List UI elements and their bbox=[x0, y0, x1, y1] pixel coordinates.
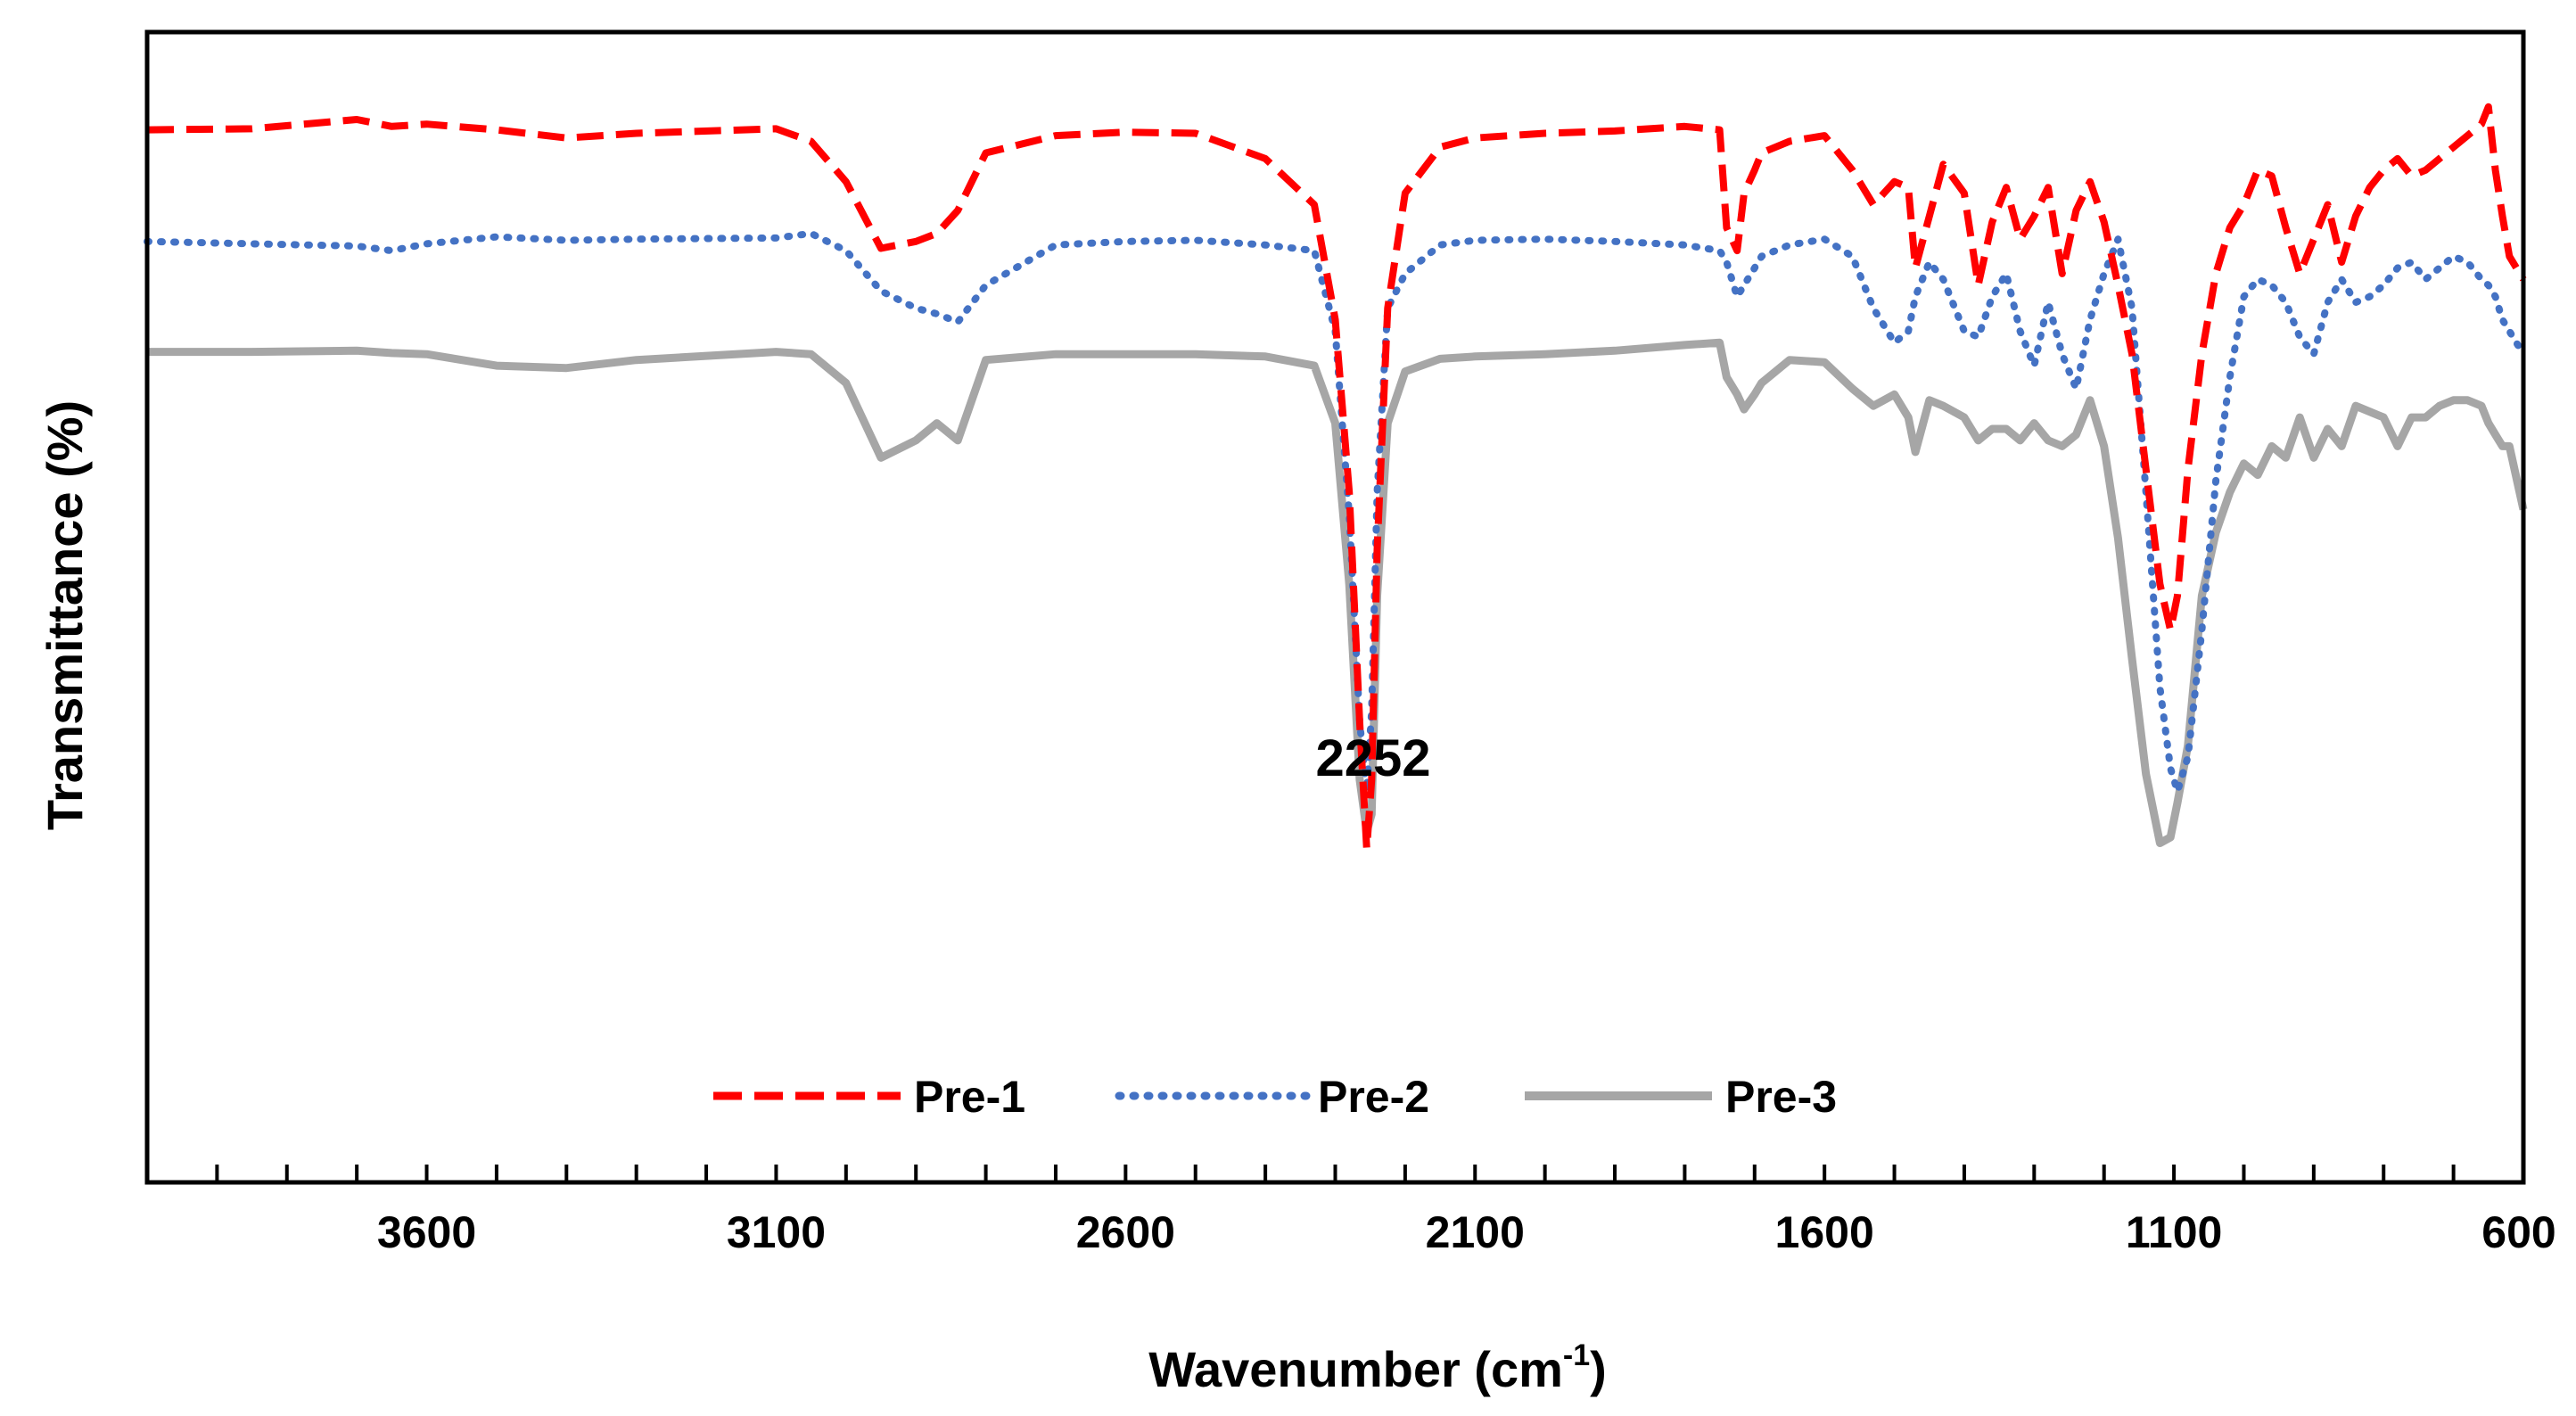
series-line-pre-2 bbox=[144, 229, 2527, 795]
series-line-pre-3 bbox=[147, 338, 2528, 847]
x-tick-label: 2600 bbox=[1076, 1207, 1175, 1257]
x-axis-title-main: Wavenumber (cm bbox=[1148, 1341, 1563, 1397]
x-tick-label: 1600 bbox=[1775, 1207, 1874, 1257]
series-line-pre-1 bbox=[146, 103, 2527, 852]
x-tick-label: 600 bbox=[2481, 1207, 2555, 1257]
legend: Pre-1 Pre-2 Pre-3 bbox=[713, 1072, 1837, 1122]
legend-label-pre-3: Pre-3 bbox=[1725, 1072, 1837, 1122]
x-tick-label: 1100 bbox=[2126, 1207, 2222, 1257]
x-axis-ticks bbox=[215, 1165, 2456, 1182]
x-axis-title-superscript: -1 bbox=[1563, 1338, 1590, 1372]
legend-label-pre-1: Pre-1 bbox=[914, 1072, 1025, 1122]
x-axis-title: Wavenumber (cm-1) bbox=[1148, 1338, 1607, 1397]
peak-annotation-2252: 2252 bbox=[1315, 729, 1430, 787]
x-axis-tick-labels: 3600 3100 2600 2100 1600 1100 600 bbox=[377, 1207, 2556, 1257]
y-axis-title: Transmittance (%) bbox=[37, 400, 93, 830]
series-layer bbox=[144, 103, 2528, 852]
legend-label-pre-2: Pre-2 bbox=[1318, 1072, 1429, 1122]
x-tick-label: 3600 bbox=[377, 1207, 476, 1257]
x-axis-title-close: ) bbox=[1590, 1341, 1607, 1397]
x-tick-label: 3100 bbox=[727, 1207, 826, 1257]
x-tick-label: 2100 bbox=[1426, 1207, 1525, 1257]
